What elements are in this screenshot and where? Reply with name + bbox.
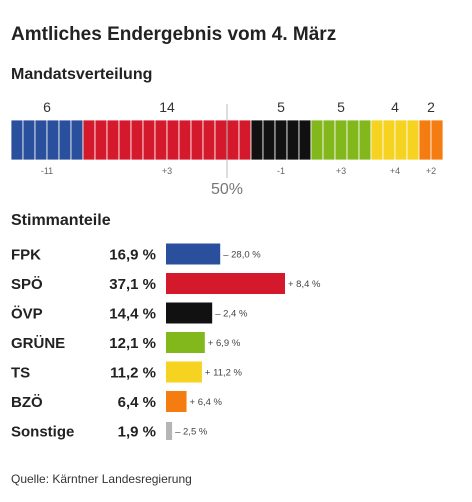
seat-block-ts: [394, 119, 408, 161]
vote-change-övp: – 2,4 %: [215, 309, 248, 320]
seat-count-spö: 14: [159, 99, 175, 115]
seat-block-spö: [166, 119, 180, 161]
vote-bar-ts: [166, 361, 202, 383]
vote-share-spö: 37,1 %: [109, 276, 156, 293]
seat-block-spö: [154, 119, 168, 161]
seat-count-grüne: 5: [337, 99, 345, 115]
seat-block-fpk: [70, 119, 84, 161]
party-label-fpk: FPK: [11, 247, 41, 264]
seat-block-spö: [190, 119, 204, 161]
party-label-ts: TS: [11, 365, 30, 382]
seat-block-fpk: [10, 119, 24, 161]
vote-bar-övp: [166, 302, 213, 324]
seat-block-fpk: [58, 119, 72, 161]
seat-count-ts: 4: [391, 99, 399, 115]
seat-block-spö: [178, 119, 192, 161]
seat-block-grüne: [334, 119, 348, 161]
vote-bar-spö: [166, 273, 285, 294]
seat-block-grüne: [358, 119, 372, 161]
seat-block-fpk: [34, 119, 48, 161]
seat-count-fpk: 6: [43, 99, 51, 115]
seat-block-ts: [406, 119, 420, 161]
seat-block-spö: [94, 119, 108, 161]
party-label-sonstige: Sonstige: [11, 424, 74, 441]
vote-change-spö: + 8,4 %: [288, 279, 321, 290]
party-label-spö: SPÖ: [11, 276, 43, 293]
party-label-bzö: BZÖ: [11, 394, 43, 411]
vote-change-fpk: – 28,0 %: [223, 250, 261, 261]
source-note: Quelle: Kärntner Landesregierung: [11, 472, 192, 486]
vote-share-chart: FPK 16,9 % – 28,0 % SPÖ 37,1 % + 8,4 % ÖVP 14,4…: [11, 243, 321, 441]
seat-change-fpk: -11: [41, 166, 53, 176]
vote-change-bzö: + 6,4 %: [190, 397, 223, 408]
seat-change-grüne: +3: [336, 166, 346, 176]
seat-block-fpk: [22, 119, 36, 161]
seat-block-spö: [238, 119, 252, 161]
seat-block-ts: [382, 119, 396, 161]
vote-share-övp: 14,4 %: [109, 306, 156, 323]
vote-change-sonstige: – 2,5 %: [175, 427, 208, 438]
seat-block-spö: [118, 119, 132, 161]
page-title: Amtliches Endergebnis vom 4. März: [11, 24, 337, 45]
vote-share-bzö: 6,4 %: [118, 394, 156, 411]
vote-bar-grüne: [166, 332, 205, 353]
seat-block-spö: [106, 119, 120, 161]
vote-share-fpk: 16,9 %: [109, 247, 156, 264]
seat-block-spö: [202, 119, 216, 161]
seat-block-spö: [142, 119, 156, 161]
seat-block-övp: [250, 119, 264, 161]
seat-count-övp: 5: [277, 99, 285, 115]
seat-change-bzö: +2: [426, 166, 436, 176]
seat-block-övp: [274, 119, 288, 161]
seat-block-grüne: [322, 119, 336, 161]
seats-heading: Mandatsverteilung: [11, 66, 153, 83]
vote-share-sonstige: 1,9 %: [118, 424, 156, 441]
seat-block-grüne: [310, 119, 324, 161]
seat-change-ts: +4: [390, 166, 400, 176]
party-label-övp: ÖVP: [11, 306, 43, 323]
seat-count-bzö: 2: [427, 99, 435, 115]
vote-share-grüne: 12,1 %: [109, 335, 156, 352]
seat-block-spö: [82, 119, 96, 161]
seat-block-övp: [298, 119, 312, 161]
seat-block-övp: [262, 119, 276, 161]
vote-change-grüne: + 6,9 %: [208, 338, 241, 349]
seat-change-spö: +3: [162, 166, 172, 176]
seat-distribution-chart: 6 -11 14 +3 5 -1 5 +3 4 +4 2 +2 50%: [10, 99, 444, 198]
seat-block-spö: [130, 119, 144, 161]
vote-share-ts: 11,2 %: [110, 365, 156, 382]
majority-label: 50%: [211, 181, 243, 198]
seat-block-fpk: [46, 119, 60, 161]
party-label-grüne: GRÜNE: [11, 335, 65, 352]
seat-change-övp: -1: [277, 166, 285, 176]
seat-block-bzö: [418, 119, 432, 161]
vote-change-ts: + 11,2 %: [205, 368, 243, 379]
seat-block-övp: [286, 119, 300, 161]
seat-block-spö: [214, 119, 228, 161]
seat-block-bzö: [430, 119, 444, 161]
vote-bar-fpk: [166, 243, 221, 265]
votes-heading: Stimmanteile: [11, 212, 111, 229]
seat-block-spö: [226, 119, 240, 161]
seat-block-grüne: [346, 119, 360, 161]
seat-block-ts: [370, 119, 384, 161]
vote-bar-bzö: [166, 391, 187, 412]
vote-bar-sonstige: [166, 422, 173, 440]
